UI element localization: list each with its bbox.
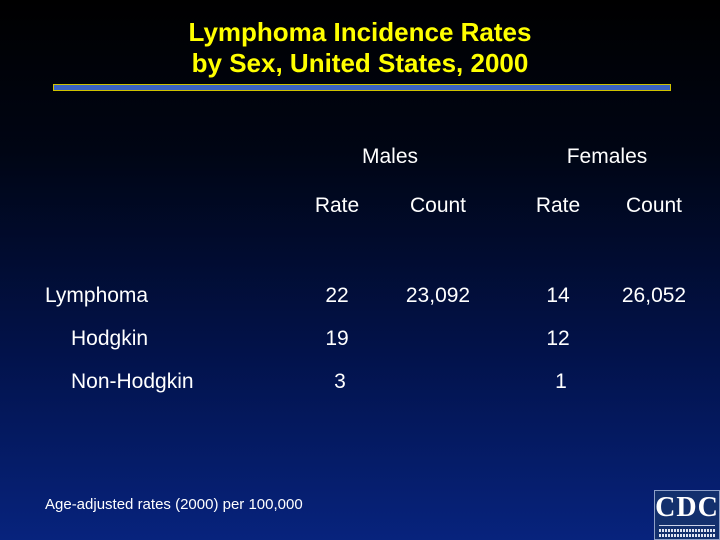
cdc-logo-text: CDC bbox=[655, 492, 719, 523]
logo-divider bbox=[659, 525, 715, 526]
females-rate-cell: 14 bbox=[546, 284, 570, 307]
slide-title: Lymphoma Incidence Rates by Sex, United … bbox=[0, 17, 720, 79]
females-count-header: Count bbox=[625, 194, 683, 217]
footnote: Age-adjusted rates (2000) per 100,000 bbox=[45, 496, 303, 513]
title-line-1: Lymphoma Incidence Rates bbox=[188, 17, 532, 47]
row-label: Non-Hodgkin bbox=[71, 370, 194, 393]
males-rate-header: Rate bbox=[314, 194, 360, 217]
males-count-header: Count bbox=[409, 194, 467, 217]
title-divider bbox=[53, 84, 671, 91]
males-rate-cell: 19 bbox=[325, 327, 349, 350]
row-label: Hodgkin bbox=[71, 327, 149, 350]
males-rate-cell: 22 bbox=[325, 284, 349, 307]
males-group-header: Males bbox=[361, 145, 419, 168]
males-rate-cell: 3 bbox=[334, 370, 346, 393]
females-group-header: Females bbox=[566, 145, 648, 168]
title-line-2: by Sex, United States, 2000 bbox=[191, 48, 529, 78]
cdc-logo: CDC bbox=[654, 490, 720, 540]
females-rate-header: Rate bbox=[535, 194, 581, 217]
females-rate-cell: 12 bbox=[546, 327, 570, 350]
males-count-cell: 23,092 bbox=[405, 284, 471, 307]
females-count-cell: 26,052 bbox=[621, 284, 687, 307]
row-label: Lymphoma bbox=[45, 284, 149, 307]
logo-fine-print bbox=[659, 529, 715, 532]
logo-fine-print bbox=[659, 534, 715, 537]
females-rate-cell: 1 bbox=[555, 370, 567, 393]
